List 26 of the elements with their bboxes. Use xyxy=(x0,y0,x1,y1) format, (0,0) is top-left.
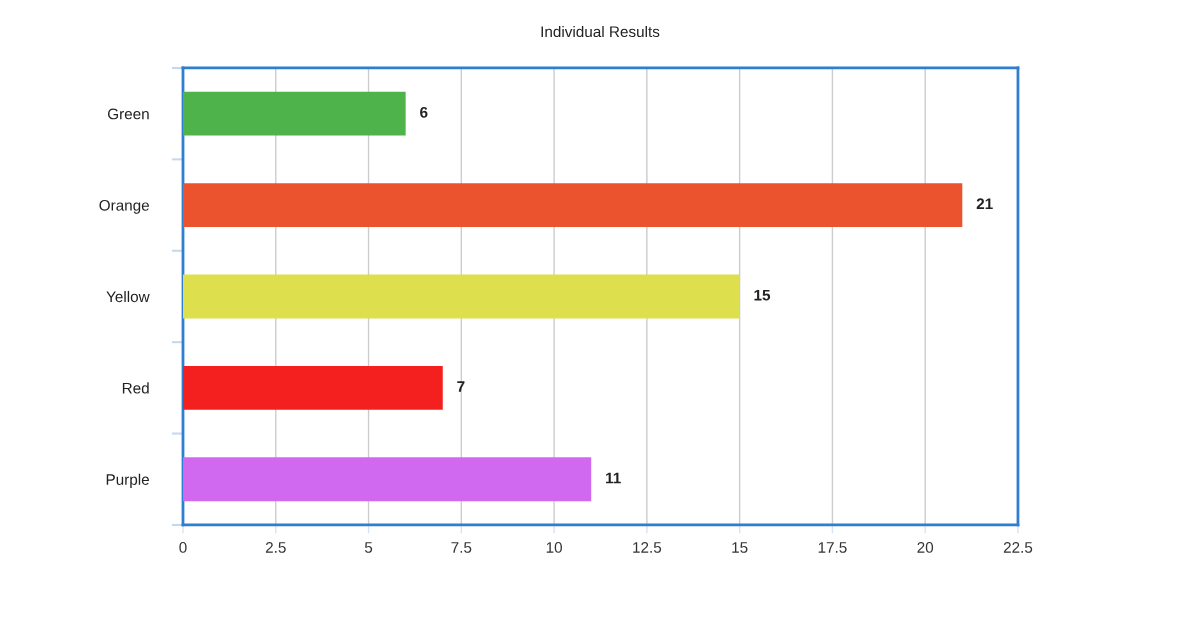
data-label: 21 xyxy=(976,198,993,210)
data-label: 11 xyxy=(606,472,621,484)
bar xyxy=(183,274,740,319)
x-tick-label: 20 xyxy=(917,542,934,553)
data-label: 7 xyxy=(457,381,465,392)
x-tick-label: 17.5 xyxy=(818,542,847,553)
x-tick-label: 5 xyxy=(364,542,373,553)
x-tick-label: 0 xyxy=(179,542,187,553)
y-tick-label: Red xyxy=(122,382,149,394)
bar xyxy=(183,183,963,227)
y-tick-label: Purple xyxy=(106,473,149,488)
y-tick-label: Green xyxy=(107,108,149,120)
y-tick-label: Yellow xyxy=(106,290,150,303)
x-tick-label: 22.5 xyxy=(1003,542,1033,553)
data-label: 6 xyxy=(420,106,428,118)
x-tick-label: 10 xyxy=(546,542,562,553)
bar xyxy=(183,91,406,136)
bar xyxy=(183,457,592,502)
x-tick-label: 7.5 xyxy=(451,542,472,553)
x-tick-label: 2.5 xyxy=(265,542,286,553)
chart-title: Individual Results xyxy=(541,25,660,38)
y-tick-label: Orange xyxy=(99,199,149,214)
x-tick-label: 12.5 xyxy=(633,542,662,553)
x-tick-label: 15 xyxy=(732,542,748,553)
bar xyxy=(183,365,443,410)
data-label: 15 xyxy=(754,289,771,301)
